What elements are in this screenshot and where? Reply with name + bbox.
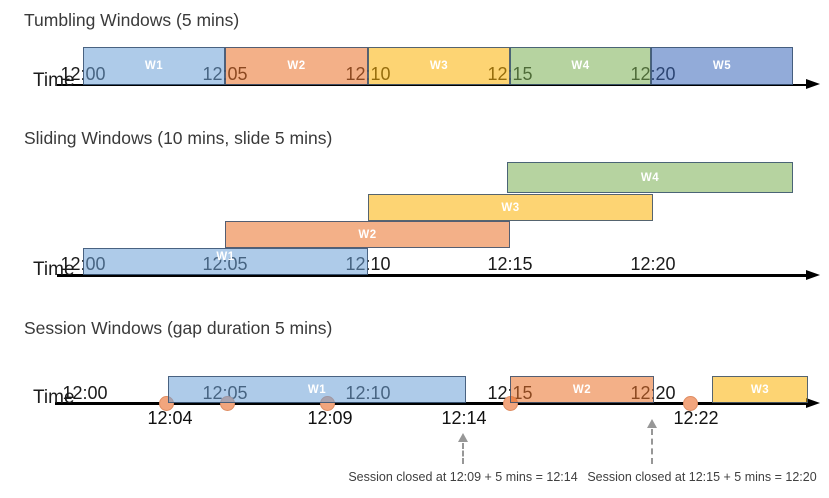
annotation-arrow-line <box>651 429 653 464</box>
tumbling-window-w4: W4 <box>510 47 651 85</box>
sliding-time-axis <box>57 274 807 277</box>
tumbling-window-w1: W1 <box>83 47 225 85</box>
session-window-w2: W2 <box>510 376 654 403</box>
window-label: W3 <box>750 383 770 396</box>
sliding-axis-arrowhead-icon <box>806 270 820 280</box>
tumbling-window-w3: W3 <box>368 47 510 85</box>
sliding-window-w3: W3 <box>368 194 653 221</box>
window-label: W1 <box>216 251 235 263</box>
window-label: W5 <box>712 60 732 72</box>
annotation-arrow-line <box>462 443 464 464</box>
window-label: W4 <box>571 60 590 72</box>
session-closed-annotation-2: Session closed at 12:15 + 5 mins = 12:20 <box>587 470 817 484</box>
window-label: W2 <box>572 383 592 396</box>
window-label: W3 <box>501 201 520 214</box>
annotation-arrow-up-icon <box>458 433 468 442</box>
window-label: W2 <box>287 60 306 72</box>
sliding-window-w4: W4 <box>507 162 793 193</box>
event-time-label-1214: 12:14 <box>441 408 487 428</box>
window-label: W1 <box>144 60 164 72</box>
session-section-title: Session Windows (gap duration 5 mins) <box>24 318 333 338</box>
session-axis-arrowhead-icon <box>806 398 820 408</box>
window-label: W3 <box>429 60 449 72</box>
event-time-label-1222: 12:22 <box>673 408 719 428</box>
tumbling-window-w2: W2 <box>225 47 368 85</box>
session-window-w1: W1 <box>168 376 466 403</box>
window-label: W4 <box>640 171 660 184</box>
sliding-tick-1220: 12:20 <box>630 254 676 274</box>
window-label: W2 <box>358 228 377 241</box>
sliding-tick-1215: 12:15 <box>487 254 533 274</box>
window-label: W1 <box>307 383 327 396</box>
session-closed-annotation-1: Session closed at 12:09 + 5 mins = 12:14 <box>348 470 578 484</box>
tumbling-window-w5: W5 <box>651 47 793 85</box>
event-dot-1222 <box>683 396 698 411</box>
session-time-axis <box>55 402 807 405</box>
event-time-label-1209: 12:09 <box>307 408 353 428</box>
session-time-axis-label: Time <box>33 387 75 408</box>
tumbling-time-axis-label: Time <box>33 70 75 91</box>
event-time-label-1204: 12:04 <box>147 408 193 428</box>
session-window-w3: W3 <box>712 376 808 403</box>
sliding-window-w1: W1 <box>83 248 368 275</box>
sliding-window-w2: W2 <box>225 221 510 248</box>
annotation-arrow-up-icon <box>647 419 657 428</box>
session-tick-1200: 12:00 <box>62 383 108 403</box>
sliding-time-axis-label: Time <box>33 259 75 280</box>
tumbling-time-axis <box>57 84 807 86</box>
tumbling-section-title: Tumbling Windows (5 mins) <box>24 10 240 30</box>
sliding-section-title: Sliding Windows (10 mins, slide 5 mins) <box>24 128 333 148</box>
tumbling-axis-arrowhead-icon <box>806 79 820 89</box>
